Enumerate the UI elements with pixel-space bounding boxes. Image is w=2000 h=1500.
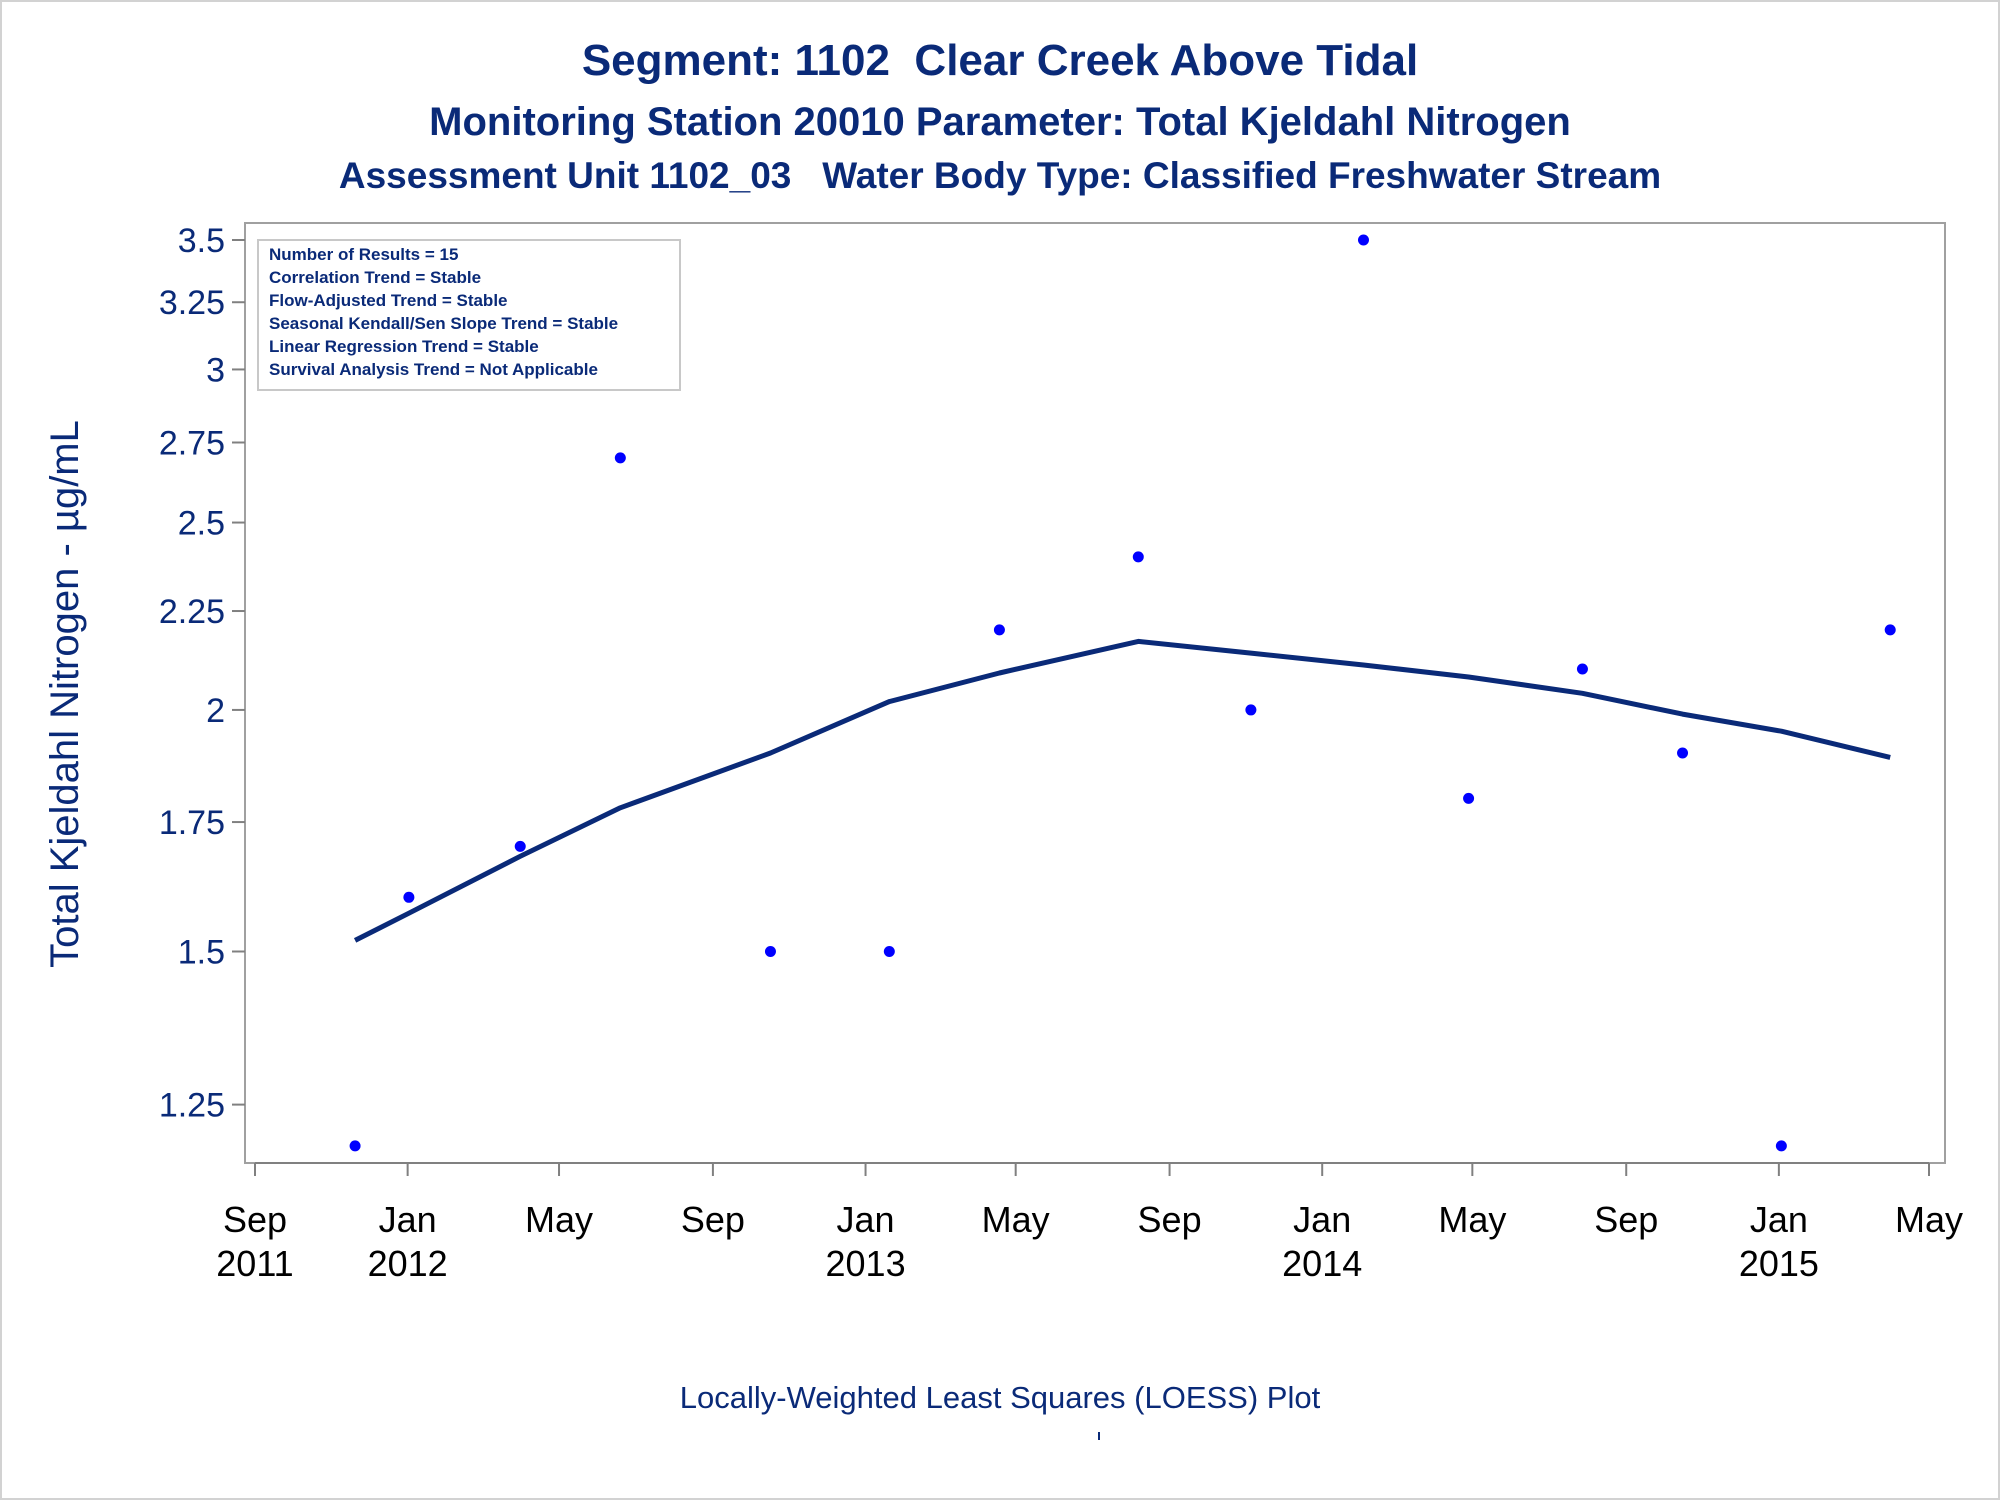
scatter-series	[349, 234, 1896, 1152]
data-point	[1884, 624, 1896, 636]
y-tick-label: 2	[206, 692, 225, 730]
y-axis: 1.25 1.5 1.75 2 2.25 2.5 2.75 3 3.25 3.5	[159, 222, 245, 1125]
data-point	[1677, 747, 1689, 759]
x-tick-label: May	[982, 1199, 1050, 1240]
footnote-mark	[1098, 1432, 1100, 1440]
legend-line: Seasonal Kendall/Sen Slope Trend = Stabl…	[269, 314, 618, 333]
y-tick-label: 2.25	[159, 593, 225, 631]
y-tick-label: 3.25	[159, 284, 225, 322]
x-tick-label: Jan	[837, 1199, 895, 1240]
y-tick-label: 1.75	[159, 804, 225, 842]
data-point	[1357, 234, 1369, 246]
legend-line: Flow-Adjusted Trend = Stable	[269, 291, 508, 310]
y-tick-label: 2.75	[159, 425, 225, 463]
x-tick-label: May	[1438, 1199, 1506, 1240]
data-point	[1463, 792, 1475, 804]
y-axis-label: Total Kjeldahl Nitrogen - µg/mL	[43, 420, 87, 968]
y-tick-label: 2.5	[178, 505, 225, 543]
data-point	[514, 840, 526, 852]
y-tick-label: 1.5	[178, 934, 225, 972]
chart-subtitle-2: Assessment Unit 1102_03 Water Body Type:…	[338, 155, 1662, 196]
loess-line	[353, 638, 1891, 943]
x-tick-label: Sep	[223, 1199, 287, 1240]
legend-line: Survival Analysis Trend = Not Applicable	[269, 360, 598, 379]
x-tick-label: Sep	[681, 1199, 745, 1240]
y-tick-label: 1.25	[159, 1087, 225, 1125]
legend-line: Number of Results = 15	[269, 245, 458, 264]
data-point	[1775, 1140, 1787, 1152]
data-point	[883, 946, 895, 958]
x-tick-label: Jan	[379, 1199, 437, 1240]
data-point	[764, 946, 776, 958]
data-point	[1245, 704, 1257, 716]
data-point	[993, 624, 1005, 636]
x-tick-label: May	[1895, 1199, 1963, 1240]
y-tick-label: 3.5	[178, 222, 225, 260]
data-point	[1132, 551, 1144, 563]
x-tick-label: May	[525, 1199, 593, 1240]
legend-border	[257, 239, 681, 391]
x-tick-year-label: 2013	[826, 1243, 906, 1284]
y-tick-label: 3	[206, 351, 225, 389]
x-tick-year-label: 2014	[1282, 1243, 1362, 1284]
x-tick-label: Sep	[1138, 1199, 1202, 1240]
data-point	[349, 1140, 361, 1152]
trend-legend-box: Number of Results = 15 Correlation Trend …	[257, 239, 681, 391]
x-tick-label: Jan	[1750, 1199, 1808, 1240]
loess-series	[353, 638, 1891, 943]
x-tick-year-label: 2011	[216, 1243, 293, 1284]
data-point	[614, 452, 626, 464]
x-tick-year-label: 2012	[368, 1243, 448, 1284]
legend-line: Correlation Trend = Stable	[269, 268, 481, 287]
x-tick-label: Sep	[1594, 1199, 1658, 1240]
chart-title: Segment: 1102 Clear Creek Above Tidal	[581, 36, 1419, 85]
chart-subtitle-1: Monitoring Station 20010 Parameter: Tota…	[429, 100, 1571, 144]
legend-line: Linear Regression Trend = Stable	[269, 337, 539, 356]
x-tick-label: Jan	[1293, 1199, 1351, 1240]
footnote: Locally-Weighted Least Squares (LOESS) P…	[679, 1380, 1321, 1415]
x-tick-year-label: 2015	[1739, 1243, 1819, 1284]
data-point	[1576, 663, 1588, 675]
data-point	[403, 891, 415, 903]
